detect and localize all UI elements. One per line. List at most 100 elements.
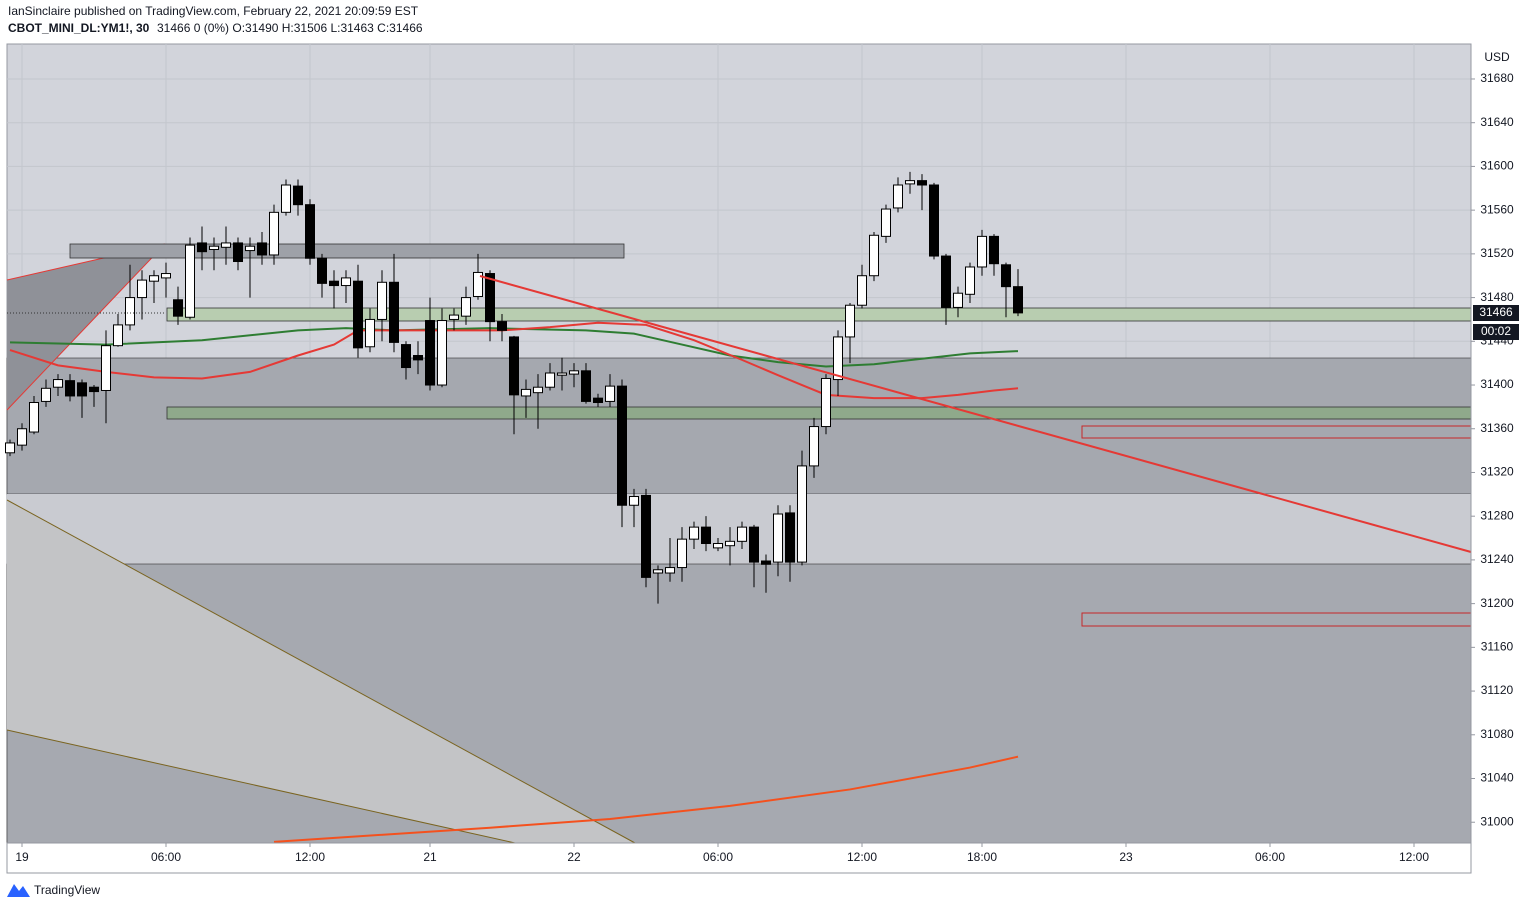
candle-body: [365, 318, 375, 348]
candle-body: [761, 560, 771, 565]
candle-body: [785, 512, 795, 563]
candle-body: [17, 428, 27, 446]
candle-body: [461, 297, 471, 317]
candle-body: [389, 281, 399, 343]
candle-body: [797, 465, 807, 563]
moving-average: [9, 321, 1019, 400]
candle-body: [509, 336, 519, 396]
y-tick-label: 31480: [1480, 290, 1514, 304]
candle-body: [605, 385, 615, 402]
candle-body: [281, 184, 291, 213]
candle-body: [977, 235, 987, 268]
y-tick-label: 31640: [1480, 115, 1514, 129]
candle-body: [641, 494, 651, 578]
plot-area: [5, 43, 1472, 844]
price-tag-bg: [1473, 305, 1519, 321]
candle-body: [821, 377, 831, 428]
candle-body: [317, 257, 327, 284]
candle-body: [437, 320, 447, 386]
candle-body: [209, 245, 219, 250]
candle-body: [593, 397, 603, 404]
candle-body: [89, 386, 99, 393]
candle-body: [1013, 286, 1023, 314]
moving-average: [273, 755, 1019, 843]
support-band: [166, 406, 1472, 420]
candle-body: [773, 513, 783, 563]
y-tick-label: 31080: [1480, 727, 1514, 741]
candle-body: [545, 372, 555, 388]
candle-body: [173, 299, 183, 317]
candle-body: [293, 185, 303, 206]
trendline: [479, 275, 1472, 553]
candle-body: [713, 543, 723, 549]
candle-body: [701, 526, 711, 545]
logo-icon: [7, 884, 30, 897]
x-tick-label: 12:00: [295, 850, 325, 864]
x-tick-label: 19: [15, 850, 29, 864]
moving-average: [9, 327, 1019, 368]
candle-body: [869, 234, 879, 277]
quote: 31466 0 (0%) O:31490 H:31506 L:31463 C:3…: [157, 21, 423, 35]
candle-body: [485, 273, 495, 323]
candle-body: [629, 496, 639, 506]
candle-body: [233, 242, 243, 263]
candle-body: [305, 204, 315, 259]
candle-body: [833, 336, 843, 381]
candle-body: [905, 180, 915, 185]
candle-body: [893, 184, 903, 209]
x-tick-label: 06:00: [703, 850, 733, 864]
candle-body: [425, 320, 435, 386]
y-tick-label: 31400: [1480, 377, 1514, 391]
x-tick-label: 12:00: [847, 850, 877, 864]
countdown-bg: [1473, 324, 1519, 340]
candle-body: [881, 208, 891, 237]
candle-body: [245, 245, 255, 252]
y-tick-label: 31280: [1480, 508, 1514, 522]
candle-body: [569, 370, 579, 375]
candle-body: [65, 380, 75, 397]
candle-body: [101, 345, 111, 391]
x-tick-label: 06:00: [1255, 850, 1285, 864]
x-tick-label: 18:00: [967, 850, 997, 864]
axes: 31000 31040 31080 31120 31160 31200 31240 31280…: [15, 71, 1514, 864]
candle-body: [809, 426, 819, 467]
y-tick-label: 31680: [1480, 71, 1514, 85]
candle-body: [221, 242, 231, 248]
candle-body: [353, 280, 363, 349]
y-tick-label: 31000: [1480, 814, 1514, 828]
symbol: CBOT_MINI_DL:YM1!, 30: [8, 21, 150, 35]
candle-body: [329, 280, 339, 287]
candle-body: [689, 526, 699, 540]
candle-body: [749, 526, 759, 563]
resistance-box: [69, 243, 625, 259]
x-tick-label: 12:00: [1399, 850, 1429, 864]
logo: TradingView: [7, 883, 100, 897]
candle-body: [341, 277, 351, 287]
candle-body: [269, 211, 279, 256]
candle-body: [41, 387, 51, 402]
y-tick-label: 31600: [1480, 159, 1514, 173]
candle-body: [533, 386, 543, 394]
candle-body: [665, 567, 675, 574]
y-tick-label: 31520: [1480, 246, 1514, 260]
x-tick-label: 21: [423, 850, 437, 864]
candle-body: [125, 297, 135, 326]
candle-body: [989, 235, 999, 265]
candle-body: [953, 292, 963, 308]
y-tick-label: 31200: [1480, 596, 1514, 610]
candle-body: [617, 385, 627, 506]
y-axis-bg: [1471, 44, 1528, 873]
candle-body: [77, 382, 87, 397]
candle-body: [149, 275, 159, 282]
candle-body: [377, 281, 387, 320]
candle-body: [401, 344, 411, 369]
candle-body: [917, 180, 927, 186]
candle-body: [413, 355, 423, 361]
x-tick-label: 22: [567, 850, 581, 864]
candle-body: [557, 372, 567, 376]
candle-body: [137, 279, 147, 299]
candle-body: [5, 442, 15, 454]
candle-body: [185, 244, 195, 318]
candles: [5, 171, 1023, 604]
